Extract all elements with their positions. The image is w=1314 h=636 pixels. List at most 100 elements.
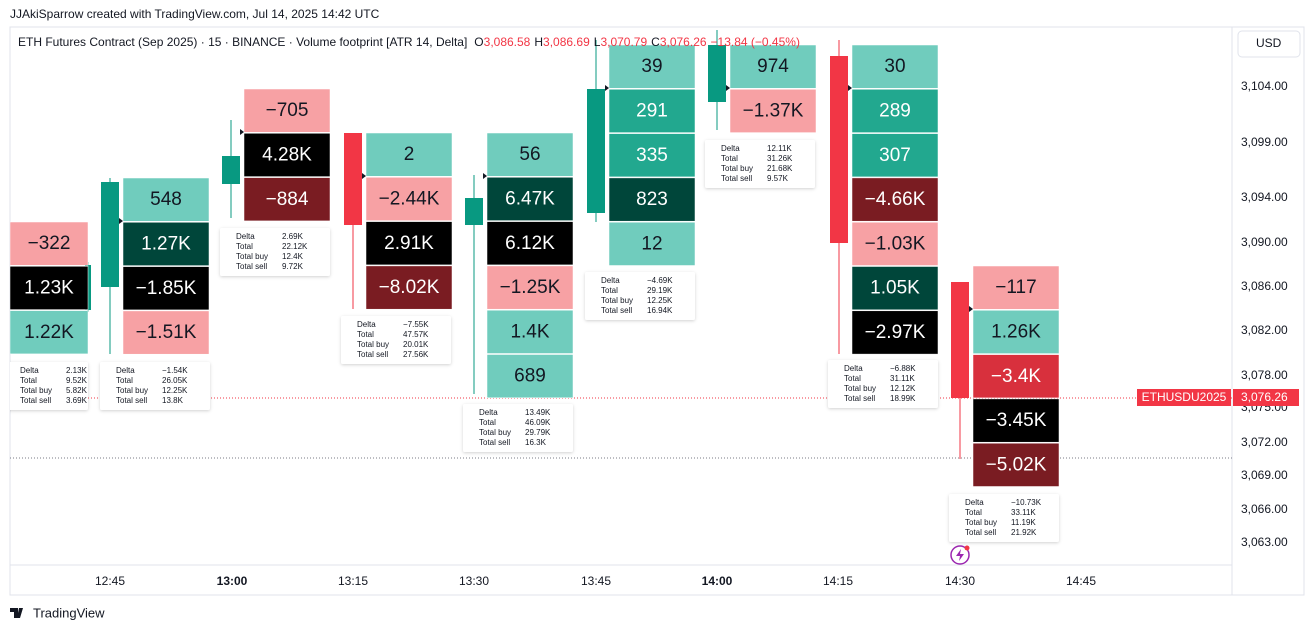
ohlc-value: 3,070.79 <box>600 35 647 49</box>
footprint-value: −5.02K <box>986 454 1047 475</box>
cell-pointer <box>119 218 123 224</box>
price-tag <box>1233 389 1299 406</box>
summary-value: 47.57K <box>403 330 429 339</box>
footprint-cell <box>486 309 574 354</box>
footprint-value: −2.97K <box>865 322 926 343</box>
footprint-cell <box>122 222 210 266</box>
footprint-value: −322 <box>28 233 71 254</box>
summary-label: Total buy <box>20 386 52 395</box>
footprint-cell <box>972 442 1060 487</box>
footprint-value: −8.02K <box>379 277 440 298</box>
price-label: 3,104.00 <box>1241 79 1288 93</box>
footprint-value: −2.44K <box>379 188 440 209</box>
footprint-cell <box>122 177 210 222</box>
footprint-value: 56 <box>519 144 540 165</box>
candle-body <box>587 89 605 213</box>
price-label: 3,094.00 <box>1241 190 1288 204</box>
price-label: 3,063.00 <box>1241 535 1288 549</box>
price-label: 3,099.00 <box>1241 135 1288 149</box>
summary-value: −7.55K <box>403 320 429 329</box>
candle-body <box>951 282 969 398</box>
footprint-value: 39 <box>641 56 662 77</box>
footprint-value: 6.47K <box>505 188 555 209</box>
footprint-cell <box>851 177 939 222</box>
footprint-cell <box>122 310 210 355</box>
cell-pointer <box>969 306 973 312</box>
summary-label: Total buy <box>479 428 511 437</box>
footprint-cell <box>972 398 1060 443</box>
footprint-cell <box>972 310 1060 354</box>
summary-label: Total sell <box>965 528 996 537</box>
summary-box <box>10 362 88 410</box>
footprint-cell <box>243 88 331 133</box>
summary-label: Delta <box>20 366 39 375</box>
footprint-value: 289 <box>879 100 911 121</box>
summary-label: Delta <box>236 232 255 241</box>
summary-label: Total sell <box>116 396 147 405</box>
footprint-value: 6.12K <box>505 233 555 254</box>
currency[interactable]: USD <box>1256 36 1282 50</box>
footprint-cell <box>729 44 817 89</box>
summary-label: Total buy <box>236 252 268 261</box>
summary-box <box>949 494 1059 542</box>
footprint-cell <box>486 132 574 177</box>
candle-body <box>344 133 362 225</box>
footprint-value: −705 <box>266 100 309 121</box>
time-label: 13:15 <box>338 574 368 588</box>
footprint-cell <box>972 265 1060 310</box>
footprint-cell <box>365 177 453 221</box>
summary-value: 27.56K <box>403 350 429 359</box>
summary-label: Total sell <box>479 438 510 447</box>
cell-pointer <box>483 173 487 179</box>
footprint-cell <box>608 89 696 133</box>
summary-box <box>705 140 815 188</box>
summary-label: Delta <box>965 498 984 507</box>
footprint-cell <box>851 133 939 178</box>
footprint-cell <box>365 132 453 177</box>
footprint-value: 1.4K <box>510 321 549 342</box>
summary-label: Delta <box>844 364 863 373</box>
time-label: 13:45 <box>581 574 611 588</box>
price-label: 3,066.00 <box>1241 502 1288 516</box>
time-label: 14:15 <box>823 574 853 588</box>
footprint-cell <box>608 177 696 222</box>
footprint-cell <box>608 133 696 178</box>
footprint-cell <box>851 221 939 266</box>
footprint-value: −1.51K <box>136 322 197 343</box>
footprint-value: −1.03K <box>865 233 926 254</box>
candle-body <box>708 45 726 102</box>
footprint-cell <box>365 265 453 310</box>
summary-value: 21.68K <box>767 164 793 173</box>
summary-label: Delta <box>479 408 498 417</box>
footprint-cell <box>10 266 89 310</box>
footprint-cell <box>729 89 817 133</box>
summary-value: 13.49K <box>525 408 551 417</box>
ohlc-label: O <box>474 35 483 49</box>
summary-box <box>100 362 210 410</box>
event-bolt <box>956 549 964 561</box>
summary-value: 16.94K <box>647 306 673 315</box>
footprint-cell <box>243 177 331 222</box>
footprint-cell <box>10 221 89 266</box>
symbol-tag <box>1137 389 1231 406</box>
cell-pointer <box>726 85 730 91</box>
footprint-cell <box>851 266 939 311</box>
footprint-cell <box>122 266 210 311</box>
plot-area: −322 1.23K 1.22K Delta 2.13K Total 9.52K Total … <box>10 30 1232 542</box>
summary-value: 20.01K <box>403 340 429 349</box>
footprint-value: −4.66K <box>865 189 926 210</box>
summary-value: 11.19K <box>1011 518 1036 527</box>
summary-label: Total <box>116 376 133 385</box>
legend: ETH Futures Contract (Sep 2025) · 15 · B… <box>18 35 800 49</box>
footprint-value: 1.23K <box>24 277 74 298</box>
footprint-value: −117 <box>995 277 1036 298</box>
summary-value: 2.69K <box>282 232 304 241</box>
price-label: 3,086.00 <box>1241 279 1288 293</box>
currency-button[interactable] <box>1237 30 1301 58</box>
footprint-cell <box>10 310 89 355</box>
cell-pointer <box>605 85 609 91</box>
footprint-cell <box>243 133 331 177</box>
summary-label: Delta <box>721 144 740 153</box>
candle-body <box>222 156 240 184</box>
summary-value: 13.8K <box>162 396 184 405</box>
